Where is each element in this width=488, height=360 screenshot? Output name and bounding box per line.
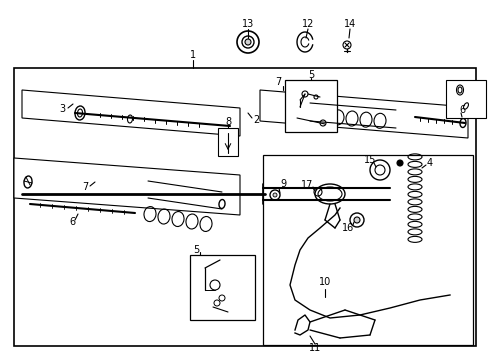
Polygon shape xyxy=(22,90,240,136)
Circle shape xyxy=(237,31,259,53)
Text: 9: 9 xyxy=(279,179,285,189)
Text: 3: 3 xyxy=(59,104,65,114)
Text: 13: 13 xyxy=(242,19,254,29)
Bar xyxy=(14,68,475,346)
Text: 14: 14 xyxy=(343,19,355,29)
Text: 11: 11 xyxy=(308,343,321,353)
Bar xyxy=(263,155,472,345)
Text: 10: 10 xyxy=(318,277,330,287)
Text: 7: 7 xyxy=(274,77,281,87)
Text: 1: 1 xyxy=(189,50,196,60)
Circle shape xyxy=(396,160,402,166)
Circle shape xyxy=(272,193,276,197)
Text: 5: 5 xyxy=(307,70,313,80)
Text: 6: 6 xyxy=(458,105,464,115)
Text: 16: 16 xyxy=(341,223,353,233)
Text: 8: 8 xyxy=(224,117,231,127)
Text: 6: 6 xyxy=(69,217,75,227)
Bar xyxy=(190,255,254,320)
Text: 15: 15 xyxy=(363,155,375,165)
Circle shape xyxy=(242,36,253,48)
Circle shape xyxy=(353,217,359,223)
Text: 5: 5 xyxy=(192,245,199,255)
Bar xyxy=(285,80,336,132)
Bar xyxy=(218,128,238,156)
Text: 17: 17 xyxy=(300,180,312,190)
Text: 12: 12 xyxy=(301,19,314,29)
Polygon shape xyxy=(14,158,240,215)
Polygon shape xyxy=(260,90,467,138)
Text: 2: 2 xyxy=(252,115,259,125)
Text: 4: 4 xyxy=(426,158,432,168)
Circle shape xyxy=(244,39,250,45)
Text: 7: 7 xyxy=(81,182,88,192)
Bar xyxy=(445,80,485,118)
